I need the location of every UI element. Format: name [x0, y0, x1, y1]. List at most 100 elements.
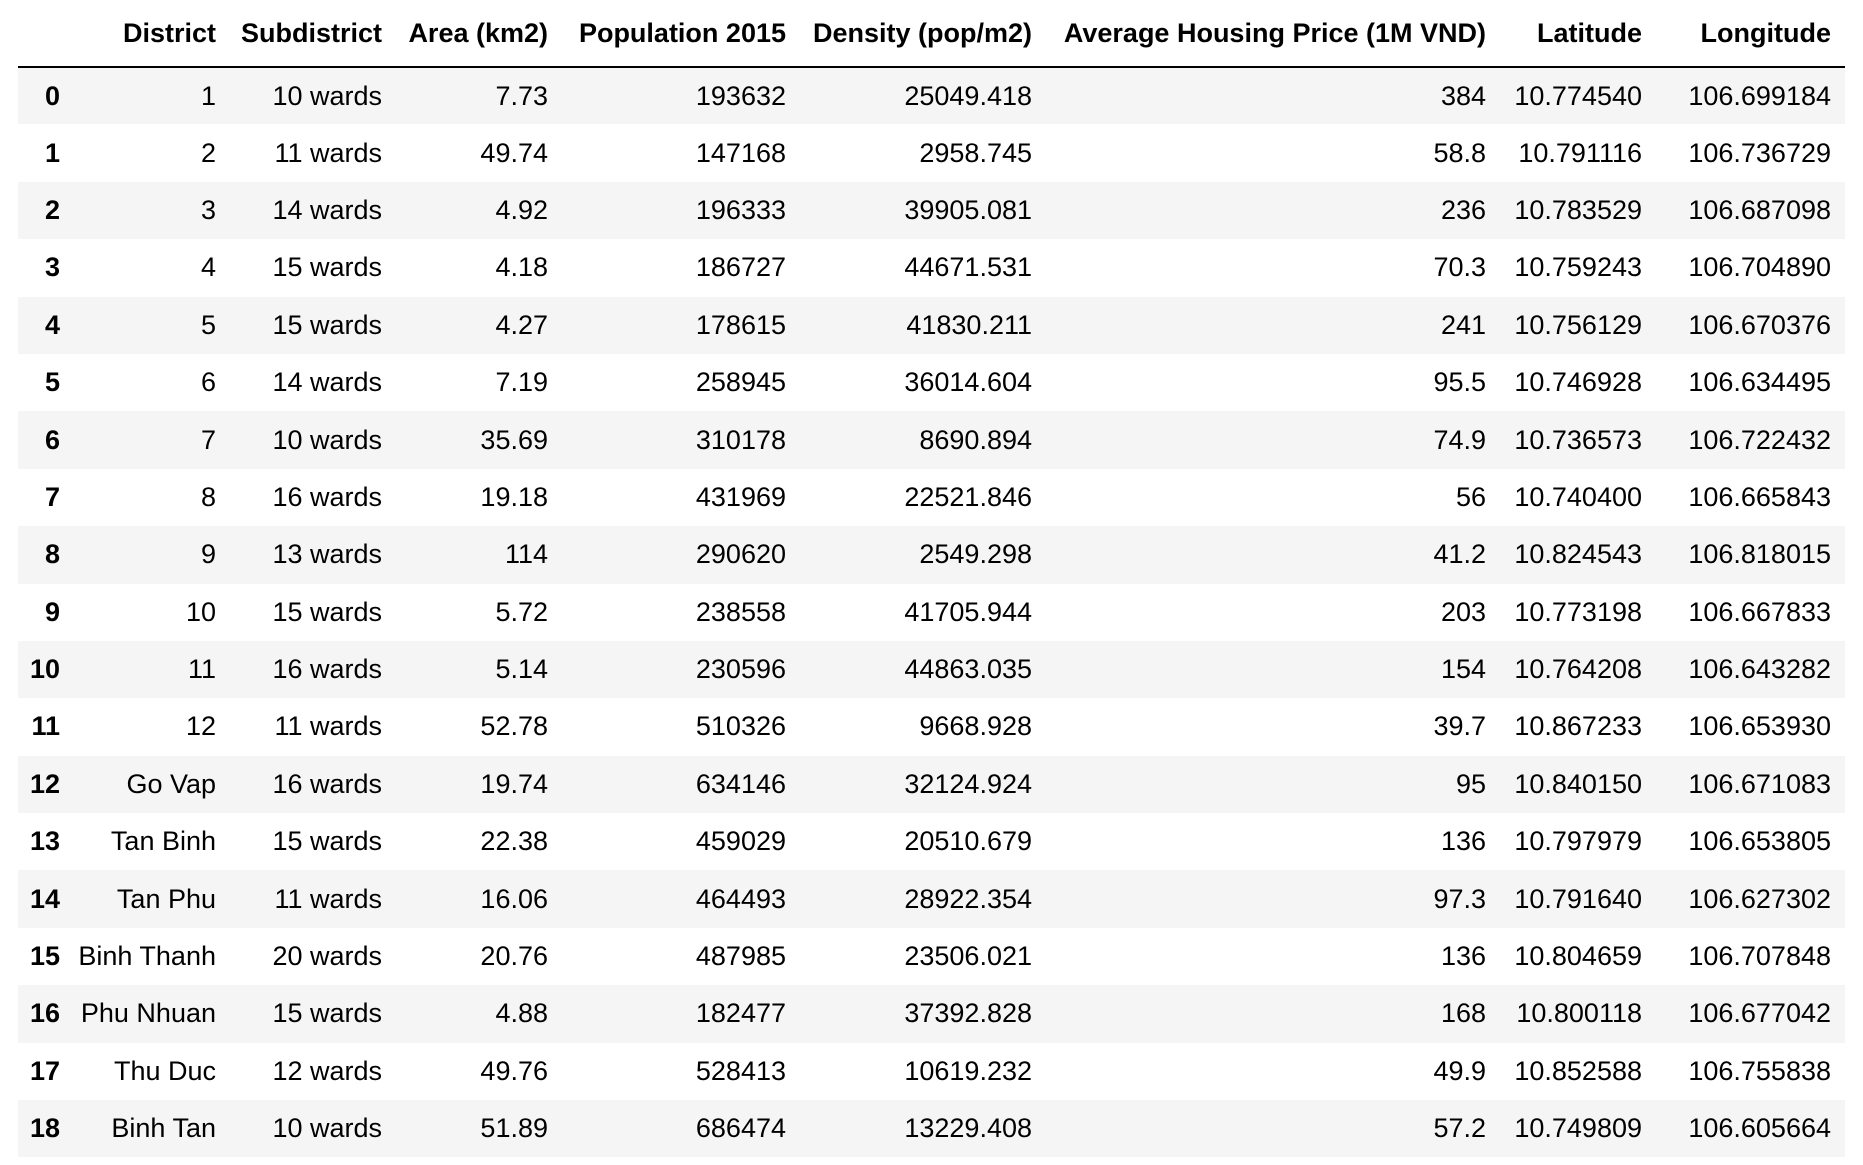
cell-district: 7 [200, 424, 216, 455]
cell-area: 19.74 [480, 768, 548, 799]
table-row: 8 9 13 wards 114 290620 2549.298 41.2 10.824543… [18, 526, 1845, 584]
cell-longitude: 106.670376 [1688, 309, 1831, 340]
cell-density: 25049.418 [904, 80, 1032, 111]
cell-longitude: 106.818015 [1688, 539, 1831, 570]
cell-population: 178615 [695, 309, 786, 340]
table-row: 13 Tan Binh 15 wards 22.38 459029 20510.679 13… [18, 813, 1845, 870]
cell-latitude: 10.759243 [1514, 252, 1642, 283]
cell-longitude: 106.627302 [1688, 883, 1831, 914]
cell-density: 23506.021 [904, 941, 1032, 972]
cell-district: 5 [200, 309, 216, 340]
cell-housing-price: 97.3 [1433, 883, 1486, 914]
cell-subdistrict: 16 wards [272, 481, 382, 512]
row-index: 9 [44, 596, 60, 627]
cell-longitude: 106.722432 [1688, 424, 1831, 455]
cell-density: 36014.604 [904, 367, 1032, 398]
cell-longitude: 106.643282 [1688, 654, 1831, 685]
cell-district: Go Vap [126, 768, 216, 799]
row-index: 4 [44, 309, 60, 340]
cell-latitude: 10.840150 [1514, 768, 1642, 799]
cell-latitude: 10.756129 [1514, 309, 1642, 340]
column-header-longitude: Longitude [1656, 0, 1845, 68]
cell-longitude: 106.653805 [1688, 826, 1831, 857]
cell-population: 182477 [695, 998, 786, 1029]
cell-district: 6 [200, 367, 216, 398]
cell-subdistrict: 15 wards [272, 826, 382, 857]
cell-density: 20510.679 [904, 826, 1032, 857]
table-row: 7 8 16 wards 19.18 431969 22521.846 56 10.74040… [18, 469, 1845, 526]
cell-subdistrict: 13 wards [272, 539, 382, 570]
cell-subdistrict: 20 wards [272, 941, 382, 972]
cell-latitude: 10.800118 [1516, 998, 1642, 1029]
table-row: 2 3 14 wards 4.92 196333 39905.081 236 10.78352… [18, 181, 1845, 240]
table-row: 15 Binh Thanh 20 wards 20.76 487985 23506.021… [18, 928, 1845, 985]
row-index: 18 [29, 1113, 60, 1144]
cell-subdistrict: 16 wards [272, 768, 382, 799]
cell-area: 22.38 [480, 826, 548, 857]
row-index: 3 [44, 252, 60, 283]
cell-area: 35.69 [480, 424, 548, 455]
row-index: 0 [44, 80, 60, 111]
cell-subdistrict: 11 wards [274, 711, 382, 742]
cell-area: 114 [504, 539, 548, 570]
table-row: 9 10 15 wards 5.72 238558 41705.944 203 10.7731… [18, 584, 1845, 641]
cell-housing-price: 49.9 [1433, 1055, 1486, 1086]
row-index: 1 [44, 137, 60, 168]
header-row: District Subdistrict Area (km2) Populati… [18, 0, 1845, 68]
cell-subdistrict: 12 wards [272, 1055, 382, 1086]
row-index: 7 [44, 481, 60, 512]
table-row: 10 11 16 wards 5.14 230596 44863.035 154 10.764… [18, 640, 1845, 699]
cell-latitude: 10.740400 [1514, 481, 1642, 512]
cell-subdistrict: 14 wards [272, 194, 382, 225]
row-index: 16 [29, 998, 60, 1029]
cell-density: 8690.894 [919, 424, 1032, 455]
cell-latitude: 10.783529 [1514, 194, 1642, 225]
cell-area: 4.88 [495, 998, 548, 1029]
cell-area: 5.14 [495, 654, 548, 685]
cell-housing-price: 70.3 [1433, 252, 1486, 283]
cell-latitude: 10.804659 [1514, 941, 1642, 972]
cell-housing-price: 168 [1440, 998, 1486, 1029]
cell-longitude: 106.687098 [1688, 194, 1831, 225]
cell-area: 49.74 [480, 137, 548, 168]
cell-density: 2958.745 [919, 137, 1032, 168]
cell-district: Phu Nhuan [80, 998, 216, 1029]
cell-longitude: 106.653930 [1688, 711, 1831, 742]
cell-latitude: 10.774540 [1514, 80, 1642, 111]
cell-district: 1 [200, 80, 216, 111]
cell-area: 5.72 [495, 596, 548, 627]
row-index: 17 [29, 1055, 60, 1086]
cell-population: 431969 [695, 481, 786, 512]
cell-area: 4.18 [495, 252, 548, 283]
cell-density: 39905.081 [904, 194, 1032, 225]
cell-longitude: 106.755838 [1688, 1055, 1831, 1086]
table-row: 17 Thu Duc 12 wards 49.76 528413 10619.232 49.… [18, 1043, 1845, 1100]
cell-longitude: 106.704890 [1688, 252, 1831, 283]
cell-area: 51.89 [480, 1113, 548, 1144]
cell-population: 487985 [695, 941, 786, 972]
table-row: 1 2 11 wards 49.74 147168 2958.745 58.8 10.7911… [18, 124, 1845, 181]
cell-subdistrict: 10 wards [272, 1113, 382, 1144]
cell-subdistrict: 15 wards [272, 252, 382, 283]
cell-area: 52.78 [480, 711, 548, 742]
table-body: 0 1 10 wards 7.73 193632 25049.418 384 10.77454… [18, 67, 1845, 1158]
cell-population: 258945 [695, 367, 786, 398]
cell-density: 10619.232 [904, 1055, 1032, 1086]
cell-district: 3 [200, 194, 216, 225]
row-index: 8 [44, 539, 60, 570]
cell-latitude: 10.852588 [1514, 1055, 1642, 1086]
cell-area: 20.76 [480, 941, 548, 972]
cell-area: 19.18 [480, 481, 548, 512]
cell-housing-price: 95.5 [1433, 367, 1486, 398]
cell-population: 186727 [695, 252, 786, 283]
cell-latitude: 10.746928 [1514, 367, 1642, 398]
cell-population: 686474 [695, 1113, 786, 1144]
cell-subdistrict: 10 wards [272, 80, 382, 111]
cell-housing-price: 57.2 [1433, 1113, 1486, 1144]
cell-latitude: 10.764208 [1514, 654, 1642, 685]
row-index: 6 [44, 424, 60, 455]
column-header-latitude: Latitude [1500, 0, 1656, 68]
table-row: 11 12 11 wards 52.78 510326 9668.928 39.7 10.86… [18, 698, 1845, 755]
cell-density: 28922.354 [904, 883, 1032, 914]
column-header-district: District [74, 0, 230, 68]
